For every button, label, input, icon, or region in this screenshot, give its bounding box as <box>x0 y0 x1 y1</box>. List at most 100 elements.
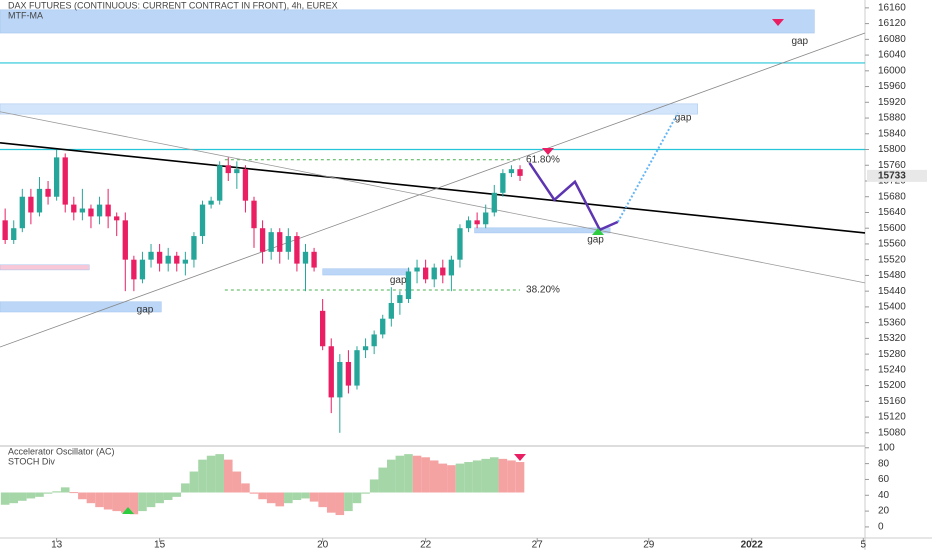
candle-body <box>302 251 309 264</box>
y-tick-label: 16080 <box>878 34 906 45</box>
candle-body <box>242 169 249 201</box>
candle-body <box>62 157 68 205</box>
y-tick-label: 15120 <box>878 412 906 423</box>
osc-bar <box>489 457 499 493</box>
osc-bar <box>0 492 10 505</box>
price-badge-label: 15733 <box>878 171 906 182</box>
osc-bar <box>120 492 130 513</box>
y-tick-label: 15600 <box>878 223 906 234</box>
osc-bar <box>395 455 405 493</box>
y-tick-label: 15840 <box>878 128 906 139</box>
candle-body <box>337 361 343 398</box>
candle-body <box>2 220 8 241</box>
gap-label: gap <box>587 235 604 246</box>
osc-bar <box>318 492 327 508</box>
osc-bar <box>335 492 345 516</box>
gap-label: gap <box>791 36 808 47</box>
y-tick-label: 60 <box>878 474 890 485</box>
candle-body <box>268 232 274 252</box>
candle-body <box>380 318 386 335</box>
candle-body <box>19 196 25 229</box>
y-tick-label: 40 <box>878 490 890 501</box>
osc-bar <box>309 492 319 502</box>
osc-bar <box>266 492 276 504</box>
y-tick-label: 15240 <box>878 364 906 375</box>
y-tick-label: 80 <box>878 458 890 469</box>
y-tick-label: 15160 <box>878 396 906 407</box>
osc-bar <box>18 492 27 501</box>
osc-bar <box>60 487 70 493</box>
candle-body <box>131 259 137 280</box>
y-tick-label: 16160 <box>878 3 906 14</box>
osc-bar <box>412 455 422 493</box>
projection-target <box>616 112 679 223</box>
y-tick-label: 15880 <box>878 113 906 124</box>
y-tick-label: 16000 <box>878 65 906 76</box>
osc-bar <box>26 492 36 499</box>
osc-bar <box>429 460 439 493</box>
candle-body <box>371 334 377 347</box>
candle-body <box>45 188 51 197</box>
candle-body <box>517 169 523 176</box>
candle-body <box>165 255 171 264</box>
osc-bar <box>112 492 121 512</box>
candle-body <box>114 216 120 221</box>
arrow-down <box>514 454 526 461</box>
candle-body <box>148 251 154 260</box>
candle-body <box>508 169 515 174</box>
candle-body <box>234 169 240 174</box>
osc-bar <box>361 492 370 494</box>
projection-path <box>528 162 619 232</box>
plot: 1508015120151601520015240152801532015360… <box>0 3 927 550</box>
candle-body <box>277 232 283 252</box>
arrow-down <box>772 19 784 26</box>
arrow-down <box>542 148 554 155</box>
x-tick-label: 15 <box>154 540 166 550</box>
osc-bar <box>86 492 96 504</box>
y-tick-label: 15400 <box>878 302 906 313</box>
zone <box>322 268 410 276</box>
candle-body <box>362 346 369 351</box>
osc-bar <box>472 460 482 493</box>
trend-line <box>0 32 866 348</box>
osc-bar <box>387 459 396 493</box>
candle-body <box>53 157 60 197</box>
y-tick-label: 15960 <box>878 81 906 92</box>
candle-body <box>397 295 403 303</box>
y-tick-label: 20 <box>878 506 890 517</box>
y-tick-label: 15680 <box>878 191 906 202</box>
candle-body <box>208 200 214 205</box>
candle-body <box>285 236 291 252</box>
x-tick-label: 13 <box>51 540 63 550</box>
osc-bar <box>301 492 310 499</box>
x-tick-label: 27 <box>532 540 544 550</box>
y-tick-label: 15080 <box>878 427 906 438</box>
candle-body <box>225 165 231 174</box>
zone <box>0 301 162 313</box>
zone <box>0 103 698 115</box>
osc-bar <box>249 492 259 494</box>
osc-bar <box>69 492 79 494</box>
y-tick-label: 100 <box>878 442 895 453</box>
osc-bar <box>223 459 233 493</box>
candle-body <box>139 259 146 280</box>
osc-bar <box>275 492 285 507</box>
osc-bar <box>181 483 190 493</box>
osc-bar <box>421 457 430 493</box>
candle-body <box>259 228 266 252</box>
osc-bar <box>172 492 182 497</box>
y-tick-label: 15920 <box>878 97 906 108</box>
osc-bar <box>206 455 216 493</box>
zone <box>0 264 90 271</box>
candle-body <box>440 267 446 276</box>
y-tick-label: 16040 <box>878 50 906 61</box>
osc-bar <box>198 459 207 493</box>
gap-label: gap <box>390 275 407 286</box>
x-tick-label: 20 <box>317 540 329 550</box>
osc-bar <box>292 492 302 501</box>
osc-bar <box>481 458 490 493</box>
osc-bar <box>515 462 525 493</box>
y-tick-label: 15360 <box>878 317 906 328</box>
osc-bar <box>455 463 465 493</box>
osc-bar <box>215 454 224 493</box>
